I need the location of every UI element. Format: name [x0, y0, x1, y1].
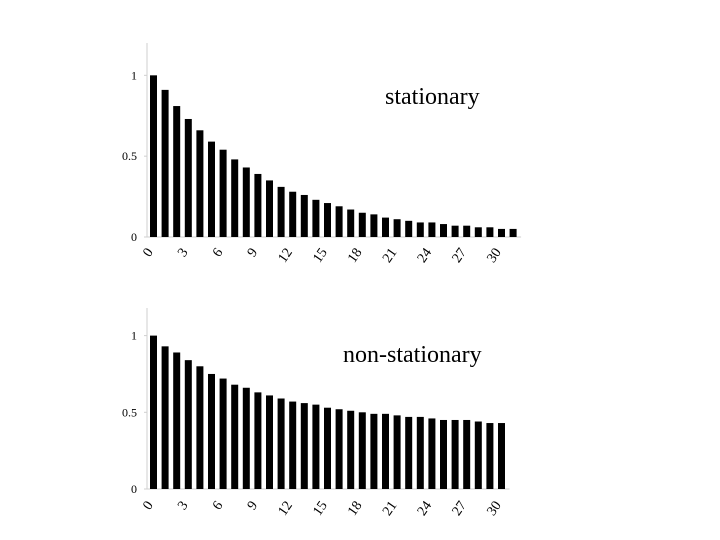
- annotation: non-stationary: [343, 342, 482, 368]
- x-tick-label: 3: [175, 246, 191, 260]
- y-tick-label: 0: [131, 230, 137, 244]
- bar: [289, 191, 297, 237]
- bar: [486, 227, 494, 237]
- x-tick-label: 30: [484, 499, 504, 519]
- x-tick-label: 6: [210, 499, 226, 513]
- x-tick-label: 21: [380, 246, 400, 266]
- bar: [451, 419, 459, 489]
- y-tick-label: 0: [131, 482, 137, 496]
- x-tick-label: 18: [345, 499, 365, 519]
- bar: [335, 206, 343, 237]
- bar: [382, 413, 389, 489]
- bar: [347, 410, 355, 489]
- x-tick-label: 0: [140, 246, 156, 260]
- bar: [161, 89, 169, 237]
- x-tick-label: 12: [276, 499, 296, 519]
- x-tick-label: 24: [415, 246, 435, 266]
- x-tick-label: 9: [245, 499, 261, 513]
- x-tick-label: 27: [450, 499, 470, 519]
- bar: [266, 180, 273, 237]
- y-tick-label: 1: [131, 329, 137, 343]
- x-tick-label: 0: [140, 499, 156, 513]
- bar: [150, 75, 157, 237]
- bar: [242, 167, 250, 237]
- x-tick-label: 30: [484, 246, 504, 266]
- bar: [208, 373, 215, 489]
- bar: [393, 219, 401, 237]
- bar: [208, 141, 215, 237]
- y-tick-label: 0.5: [122, 149, 137, 163]
- bar: [416, 416, 424, 489]
- bar: [324, 407, 331, 489]
- bar: [231, 384, 239, 489]
- bar: [184, 118, 192, 237]
- bar: [231, 159, 239, 237]
- bar: [451, 225, 459, 237]
- bar: [254, 173, 262, 237]
- bar: [277, 398, 285, 489]
- bar: [347, 209, 355, 237]
- x-tick-label: 12: [276, 246, 296, 266]
- bar: [196, 366, 204, 489]
- bar: [324, 203, 331, 237]
- bar: [300, 403, 308, 489]
- bar: [254, 392, 262, 489]
- bar: [219, 378, 227, 489]
- bar: [440, 419, 447, 489]
- bar: [370, 413, 378, 489]
- bar: [405, 220, 413, 237]
- x-tick-label: 9: [245, 246, 261, 260]
- x-tick-label: 15: [310, 246, 330, 266]
- x-tick-label: 21: [380, 499, 400, 519]
- annotation: stationary: [385, 84, 480, 110]
- y-tick-label: 1: [131, 68, 137, 82]
- bar: [150, 335, 157, 489]
- bar: [463, 225, 471, 237]
- bar: [335, 409, 343, 489]
- bar: [358, 212, 366, 237]
- x-tick-label: 18: [345, 246, 365, 266]
- bar: [289, 401, 297, 489]
- x-tick-label: 3: [175, 499, 191, 513]
- bar: [486, 423, 494, 489]
- x-tick-label: 24: [415, 499, 435, 519]
- bar: [440, 224, 447, 237]
- bar: [474, 227, 482, 237]
- bar: [416, 222, 424, 237]
- bar: [196, 130, 204, 237]
- bar: [474, 421, 482, 489]
- bar: [184, 360, 192, 489]
- bar: [173, 106, 181, 237]
- bar: [463, 419, 471, 489]
- bar: [393, 415, 401, 489]
- bar: [428, 222, 436, 237]
- bar: [382, 217, 389, 237]
- bar: [173, 352, 181, 489]
- bar: [405, 416, 413, 489]
- bar: [312, 404, 320, 489]
- bar: [161, 346, 169, 489]
- x-tick-label: 15: [310, 499, 330, 519]
- bar: [370, 214, 378, 237]
- bar: [498, 228, 505, 237]
- bar: [498, 423, 505, 489]
- bar: [266, 395, 273, 489]
- x-tick-label: 27: [450, 246, 470, 266]
- bar: [242, 387, 250, 489]
- bar: [219, 149, 227, 237]
- bar: [312, 199, 320, 237]
- bar: [300, 194, 308, 237]
- bar: [358, 412, 366, 489]
- bar: [277, 186, 285, 237]
- bar: [509, 228, 517, 237]
- x-tick-label: 6: [210, 246, 226, 260]
- y-tick-label: 0.5: [122, 405, 137, 419]
- bar: [428, 418, 436, 489]
